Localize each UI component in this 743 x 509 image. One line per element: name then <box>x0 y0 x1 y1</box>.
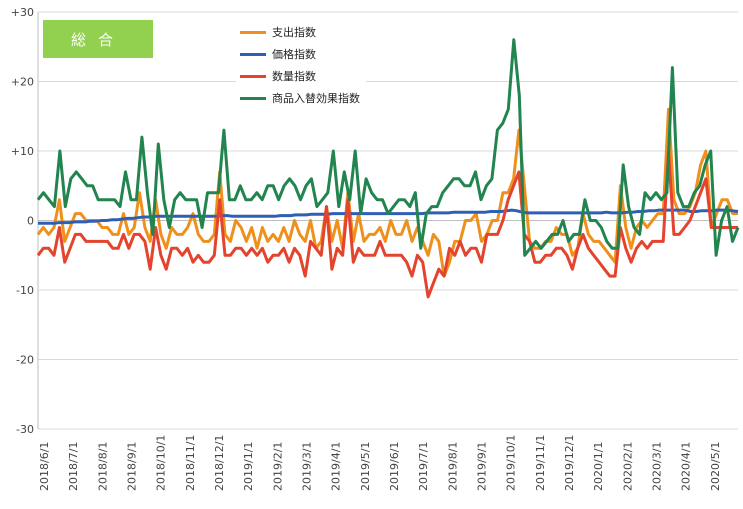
series-line <box>36 107 738 278</box>
x-tick-label: 2018/11/1 <box>184 435 197 491</box>
x-tick-label: 2019/9/1 <box>476 442 489 491</box>
legend-label: 商品入替効果指数 <box>272 92 360 105</box>
x-tick-label: 2018/9/1 <box>126 442 139 491</box>
series-lines <box>36 38 740 299</box>
y-tick-label: -10 <box>16 284 34 297</box>
x-tick-label: 2019/1/1 <box>242 442 255 491</box>
x-tick-label: 2019/11/1 <box>534 435 547 491</box>
category-badge-label: 総合 <box>70 30 125 49</box>
y-axis-ticks: +30 +20 +10 0 -10 -20 -30 <box>11 6 34 436</box>
legend-item: 価格指数 <box>240 43 360 65</box>
legend-label: 数量指数 <box>272 70 316 83</box>
x-tick-label: 2020/3/1 <box>651 442 664 491</box>
x-tick-label: 2019/10/1 <box>505 435 518 491</box>
legend: 支出指数 価格指数 数量指数 商品入替効果指数 <box>236 19 366 111</box>
x-tick-label: 2019/8/1 <box>446 442 459 491</box>
x-tick-label: 2018/10/1 <box>155 435 168 491</box>
legend-item: 数量指数 <box>240 65 360 87</box>
x-tick-label: 2019/12/1 <box>563 435 576 491</box>
y-tick-label: 0 <box>27 215 34 228</box>
x-tick-label: 2018/7/1 <box>67 442 80 491</box>
series-line <box>36 38 740 257</box>
x-tick-label: 2019/6/1 <box>388 442 401 491</box>
series-line <box>36 149 738 299</box>
x-tick-label: 2019/7/1 <box>417 442 430 491</box>
x-tick-label: 2018/6/1 <box>38 442 51 491</box>
legend-swatch <box>240 74 266 78</box>
x-tick-label: 2019/4/1 <box>330 442 343 491</box>
legend-label: 支出指数 <box>272 26 316 39</box>
x-axis-ticks: 2018/6/1 2018/7/1 2018/8/1 2018/9/1 2018/10/… <box>38 435 722 491</box>
y-tick-label: +30 <box>11 6 34 19</box>
x-tick-label: 2019/5/1 <box>359 442 372 491</box>
category-badge: 総合 <box>43 20 153 58</box>
y-tick-label: +20 <box>11 76 34 89</box>
x-tick-label: 2019/2/1 <box>271 442 284 491</box>
y-tick-label: -30 <box>16 423 34 436</box>
legend-label: 価格指数 <box>272 48 316 61</box>
grid-lines <box>37 11 738 430</box>
x-tick-label: 2019/3/1 <box>301 442 314 491</box>
x-tick-label: 2020/1/1 <box>592 442 605 491</box>
x-tick-label: 2018/12/1 <box>213 435 226 491</box>
legend-swatch <box>240 52 266 56</box>
legend-swatch <box>240 30 266 34</box>
x-tick-label: 2020/4/1 <box>680 442 693 491</box>
y-tick-label: +10 <box>11 145 34 158</box>
legend-item: 商品入替効果指数 <box>240 87 360 109</box>
legend-item: 支出指数 <box>240 21 360 43</box>
legend-swatch <box>240 96 266 100</box>
y-tick-label: -20 <box>16 354 34 367</box>
x-tick-label: 2018/8/1 <box>96 442 109 491</box>
x-tick-label: 2020/2/1 <box>621 442 634 491</box>
x-tick-label: 2020/5/1 <box>709 442 722 491</box>
